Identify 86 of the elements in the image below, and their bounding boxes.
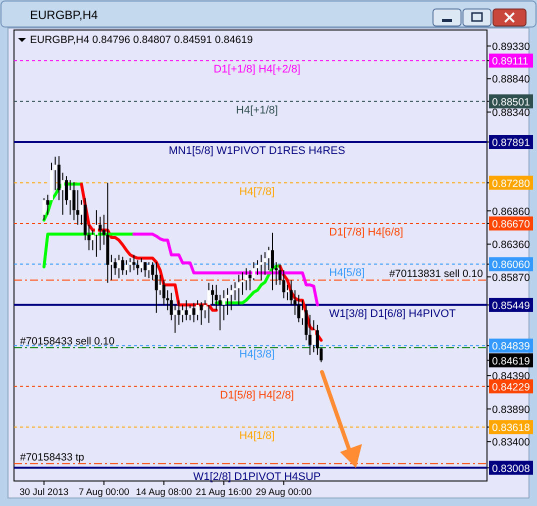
candlestick [147, 262, 150, 279]
y-tick-label: 0.89330 [492, 41, 530, 54]
ref-line-label: #70158433 tp [20, 452, 84, 464]
candlestick [117, 254, 120, 279]
candlestick [267, 246, 270, 271]
x-tick-label: 30 Jul 2013 [19, 487, 69, 498]
y-tick-label: 0.83618 [492, 422, 530, 434]
y-tick-label: 0.87891 [492, 137, 530, 150]
ref-line-label: D1[5/8] H4[2/8] [220, 389, 294, 402]
candlestick [196, 300, 200, 321]
candlestick [68, 180, 72, 216]
candlestick [144, 262, 147, 278]
candlestick [121, 256, 124, 276]
candlestick [286, 284, 289, 301]
y-tick-label: 0.84229 [492, 381, 530, 394]
y-tick-label: 0.86360 [492, 239, 530, 252]
candlestick [181, 304, 184, 323]
candlestick [124, 260, 128, 276]
candlestick [308, 314, 312, 356]
candlestick [270, 232, 274, 291]
ref-line-label: W1[2/8] D1PIVOT H4SUP [193, 470, 321, 483]
y-tick-label: 0.84390 [492, 370, 530, 383]
ref-line-label: H4[5/8] [329, 267, 365, 280]
candlestick [252, 262, 256, 281]
candlestick [211, 284, 214, 306]
candlestick [94, 210, 98, 258]
ref-line-label: H4[7/8] [239, 186, 275, 198]
y-tick-label: 0.83400 [492, 436, 530, 449]
chart-title: EURGBP,H4 [30, 8, 98, 22]
y-tick-label: 0.85870 [492, 272, 530, 284]
ref-line-label: #70113831 sell 0.10 [389, 268, 484, 280]
candlestick [158, 274, 162, 296]
candlestick [174, 304, 177, 334]
y-tick-label: 0.87280 [492, 178, 530, 190]
y-tick-label: 0.89111 [492, 56, 529, 68]
ref-line-label: D1[+1/8] H4[+2/8] [214, 64, 300, 76]
x-tick-label: 29 Aug 00:00 [256, 487, 312, 498]
candlestick [188, 304, 192, 321]
ref-line-label: H4[3/8] [239, 348, 275, 361]
candlestick [200, 302, 203, 326]
x-tick-label: 7 Aug 00:00 [78, 487, 130, 498]
x-tick-label: 21 Aug 16:00 [196, 487, 252, 498]
candlestick [192, 302, 196, 323]
candlestick [128, 258, 132, 273]
candlestick [244, 268, 248, 291]
candlestick [140, 258, 143, 273]
y-tick-label: 0.85449 [492, 300, 530, 312]
candlestick [46, 194, 50, 216]
candlestick [87, 224, 90, 251]
line-series [132, 232, 319, 306]
candlestick [230, 284, 233, 311]
candlestick [260, 254, 263, 281]
ref-line-label: MN1[5/8] W1PIVOT D1RES H4RES [168, 145, 346, 158]
candlestick [222, 290, 226, 321]
ref-line-label: D1[7/8] H4[6/8] [329, 226, 404, 238]
candlestick [177, 300, 180, 326]
y-tick-label: 0.86060 [492, 259, 530, 272]
candlestick [184, 300, 188, 321]
candlestick [42, 198, 46, 221]
ref-line-label: #70158433 sell 0.10 [20, 336, 115, 348]
candlestick [297, 294, 300, 323]
candlestick [72, 182, 76, 221]
y-tick-label: 0.84839 [492, 340, 530, 353]
y-tick-label: 0.83890 [492, 404, 530, 416]
candlestick [204, 300, 207, 319]
y-tick-label: 0.88340 [492, 107, 530, 120]
y-tick-label: 0.88501 [492, 96, 530, 108]
candlestick [91, 230, 94, 251]
candlestick [290, 280, 293, 306]
x-tick-label: 14 Aug 08:00 [136, 487, 192, 498]
candlestick [132, 254, 136, 271]
candlestick [207, 282, 210, 324]
candlestick [151, 262, 154, 281]
chart-subtitle: EURGBP,H4 0.84796 0.84807 0.84591 0.84619 [30, 34, 253, 46]
ref-line-label: H4[+1/8] [236, 104, 278, 116]
y-tick-label: 0.88840 [492, 74, 530, 86]
candlestick [237, 274, 240, 306]
y-tick-label: 0.86860 [492, 206, 530, 218]
y-tick-label: 0.83008 [492, 462, 530, 475]
candlestick [98, 216, 102, 251]
candlestick [248, 270, 252, 291]
ref-line-label: W1[3/8] D1[6/8] H4PIVOT [329, 308, 456, 320]
ref-line-label: H4[1/8] [239, 430, 275, 442]
y-tick-label: 0.86670 [492, 218, 530, 230]
y-tick-label: 0.84619 [492, 355, 530, 368]
candlestick [154, 262, 158, 314]
